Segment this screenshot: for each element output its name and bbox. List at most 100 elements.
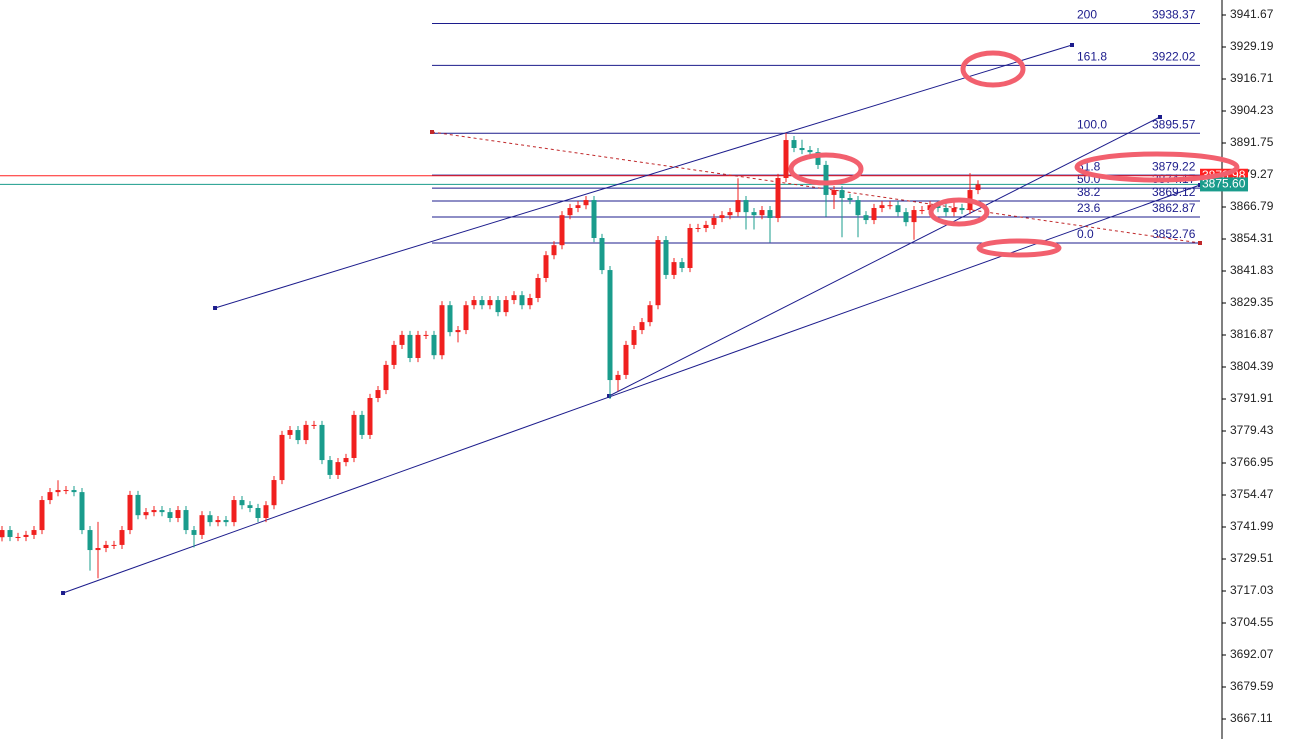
y-tick-label: 3679.59 [1230,679,1274,693]
candle-body [567,208,573,216]
candle-body [951,208,957,213]
candle-body [359,414,365,435]
candle-body [431,334,437,356]
candle-body [815,152,821,165]
candle-body [607,270,613,381]
candle-body [799,148,805,151]
candle-body [823,164,829,195]
y-tick-label: 3941.67 [1230,7,1274,21]
candle-body [511,295,517,301]
candle-body [727,212,733,216]
candle-body [503,300,509,313]
candle-body [735,200,741,213]
candle-body [143,512,149,516]
candle-body [783,140,789,178]
candle-body [575,205,581,208]
candle-body [679,262,685,268]
candle-body [127,494,133,531]
candle-body [535,278,541,298]
candle-body [647,305,653,323]
candle-body [415,334,421,358]
y-tick-label: 3754.47 [1230,487,1274,501]
candle-body [399,334,405,345]
trendline [62,184,1201,594]
candle-body [687,228,693,268]
candle-body [119,530,125,545]
candle-body [775,178,781,218]
candle-body [487,300,493,306]
trendline-handle [430,130,434,134]
candle-body [407,334,413,358]
fib-level-label: 200 [1077,8,1097,22]
y-tick-label: 3854.31 [1230,231,1274,245]
y-tick-label: 3766.95 [1230,455,1274,469]
candle-body [39,500,45,531]
candle-body [263,505,269,518]
candle-body [479,300,485,306]
candle-body [847,198,853,201]
candle-body [639,322,645,331]
candle-body [87,530,93,551]
candle-body [215,520,221,523]
y-tick-label: 3704.55 [1230,615,1274,629]
y-tick-label: 3891.75 [1230,135,1274,149]
candle-body [7,530,13,537]
candle-body [655,240,661,306]
candle-body [759,210,765,216]
candle-body [519,295,525,306]
y-tick-label: 3816.87 [1230,327,1274,341]
trendline-handle [1198,241,1202,245]
fib-level-price: 3869.12 [1152,185,1196,199]
y-tick-label: 3929.19 [1230,39,1274,53]
candle-body [343,458,349,463]
y-tick-label: 3717.03 [1230,583,1274,597]
y-tick-label: 3779.43 [1230,423,1274,437]
fib-level-price: 3862.87 [1152,201,1196,215]
candle-body [159,510,165,513]
candle-body [471,300,477,306]
trendline-handle [61,591,66,595]
trendline-handle [607,394,612,398]
candle-body [751,212,757,216]
y-tick-label: 3829.35 [1230,295,1274,309]
candle-body [839,190,845,198]
candle-body [319,424,325,461]
candle-body [151,510,157,513]
candle-body [311,424,317,426]
candle-body [671,262,677,275]
candle-body [191,530,197,535]
candle-body [199,515,205,535]
y-tick-label: 3692.07 [1230,647,1274,661]
candle-body [855,200,861,216]
candle-body [583,200,589,206]
price-label: 3875.60 [1202,177,1246,191]
candle-body [23,534,29,537]
y-tick-label: 3729.51 [1230,551,1274,565]
candle-body [767,210,773,218]
candle-body [255,508,261,518]
candle-body [183,510,189,531]
candle-body [247,505,253,508]
candle-body [31,530,37,535]
candle-body [911,210,917,223]
candle-body [527,298,533,306]
y-tick-label: 3741.99 [1230,519,1274,533]
fib-level-label: 100.0 [1077,117,1107,131]
candle-body [551,245,557,256]
candle-body [231,500,237,523]
price-label-box [1200,177,1248,192]
highlight [928,197,990,227]
candle-body [791,140,797,148]
candle-body [903,212,909,223]
fib-level-label: 161.8 [1077,50,1107,64]
candle-body [623,344,629,375]
candle-body [239,500,245,506]
candle-body [919,210,925,212]
candle-body [335,462,341,475]
trendline-handle [1158,115,1162,119]
candle-body [743,200,749,213]
fib-level-price: 3938.37 [1152,8,1196,22]
highlight [960,50,1026,88]
candle-body [279,434,285,481]
candle-body [15,536,21,538]
